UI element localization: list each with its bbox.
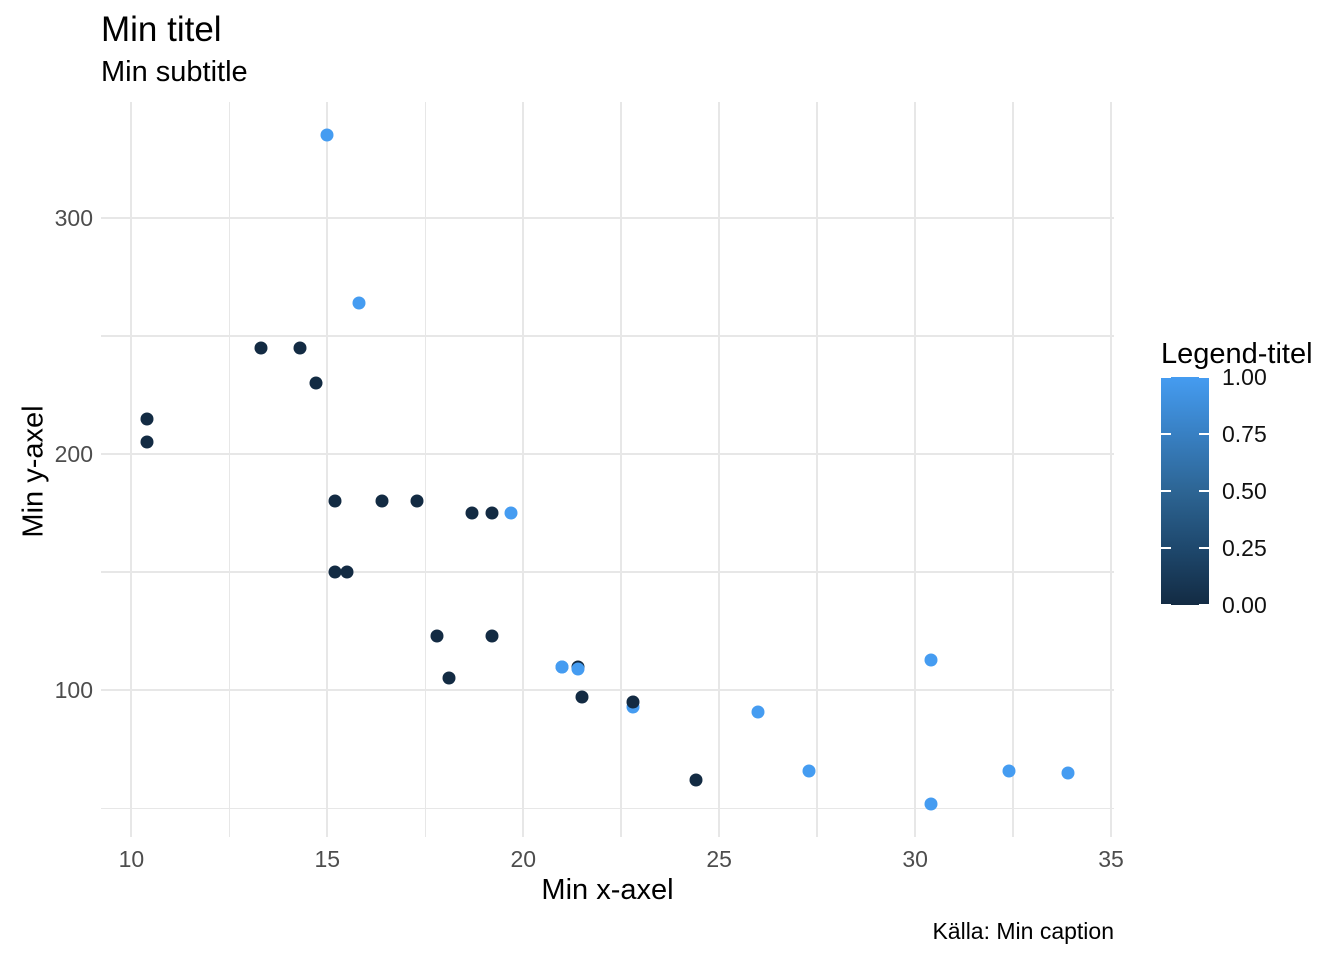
colorbar-tick-right	[1199, 377, 1209, 378]
data-point	[1061, 766, 1075, 780]
data-point	[1002, 764, 1016, 778]
data-point	[626, 695, 640, 709]
colorbar-tick-left	[1161, 433, 1171, 435]
data-point	[293, 341, 307, 355]
data-point	[485, 506, 499, 520]
data-point	[328, 494, 342, 508]
data-point	[442, 671, 456, 685]
gridline-y-major	[101, 217, 1114, 220]
data-point	[352, 296, 366, 310]
data-point	[751, 705, 765, 718]
data-point	[571, 662, 585, 676]
data-point	[340, 565, 354, 579]
data-point	[309, 376, 323, 390]
gridline-x-major	[914, 102, 917, 837]
gridline-y-minor	[101, 571, 1114, 573]
gridline-y-minor	[101, 807, 1114, 810]
data-point	[924, 653, 938, 667]
gridline-x-minor	[228, 102, 231, 837]
gridline-y-major	[101, 689, 1114, 692]
gridline-x-minor	[1012, 102, 1014, 837]
data-point	[802, 764, 816, 778]
x-tick-label: 15	[314, 846, 341, 872]
data-point	[575, 690, 589, 704]
x-tick-label: 30	[902, 846, 928, 872]
gridline-x-minor	[620, 102, 622, 837]
colorbar-tick-left	[1161, 490, 1171, 492]
page-subtitle: Min subtitle	[101, 56, 248, 88]
colorbar-tick-right	[1199, 547, 1209, 549]
colorbar-tick-left	[1161, 377, 1171, 378]
gridline-x-major	[718, 102, 721, 837]
gridline-x-major	[1110, 102, 1113, 837]
data-point	[254, 341, 268, 355]
data-point	[410, 494, 424, 508]
x-tick-label: 25	[706, 846, 732, 872]
legend-tick-label: 0.00	[1222, 592, 1267, 618]
x-tick-label: 20	[510, 846, 537, 872]
data-point	[140, 435, 154, 449]
legend-tick-label: 0.25	[1222, 535, 1267, 561]
gridline-x-major	[522, 102, 525, 837]
data-point	[328, 565, 342, 579]
data-point	[465, 506, 479, 520]
caption: Källa: Min caption	[932, 918, 1114, 944]
y-tick-label: 300	[54, 205, 93, 232]
data-point	[375, 494, 389, 508]
gridline-x-minor	[424, 102, 427, 837]
x-axis-title: Min x-axel	[541, 874, 674, 906]
page-title: Min titel	[101, 10, 222, 49]
legend-title: Legend-titel	[1161, 338, 1313, 370]
data-point	[555, 660, 569, 674]
x-tick-label: 35	[1098, 846, 1124, 872]
gridline-y-minor	[101, 335, 1114, 337]
data-point	[924, 797, 938, 811]
plot-panel	[101, 102, 1114, 837]
legend-tick-label: 1.00	[1222, 364, 1267, 390]
y-tick-label: 200	[54, 441, 93, 468]
y-axis-title: Min y-axel	[17, 405, 50, 538]
colorbar-tick-left	[1161, 604, 1171, 605]
legend-tick-label: 0.50	[1222, 478, 1267, 504]
data-point	[320, 128, 334, 142]
gridline-x-major	[130, 102, 133, 837]
data-point	[485, 629, 499, 643]
colorbar-tick-left	[1161, 547, 1171, 549]
legend-tick-label: 0.75	[1222, 421, 1267, 447]
y-tick-label: 100	[54, 677, 93, 704]
data-point	[689, 773, 703, 787]
colorbar-tick-right	[1199, 604, 1209, 605]
gridline-x-major	[326, 102, 329, 837]
colorbar-tick-right	[1199, 433, 1209, 435]
data-point	[430, 629, 444, 643]
x-tick-label: 10	[118, 846, 145, 872]
data-point	[140, 412, 154, 426]
colorbar	[1161, 377, 1209, 605]
data-point	[504, 506, 518, 520]
gridline-y-major	[101, 453, 1114, 456]
gridline-x-minor	[816, 102, 818, 837]
colorbar-tick-right	[1199, 490, 1209, 492]
